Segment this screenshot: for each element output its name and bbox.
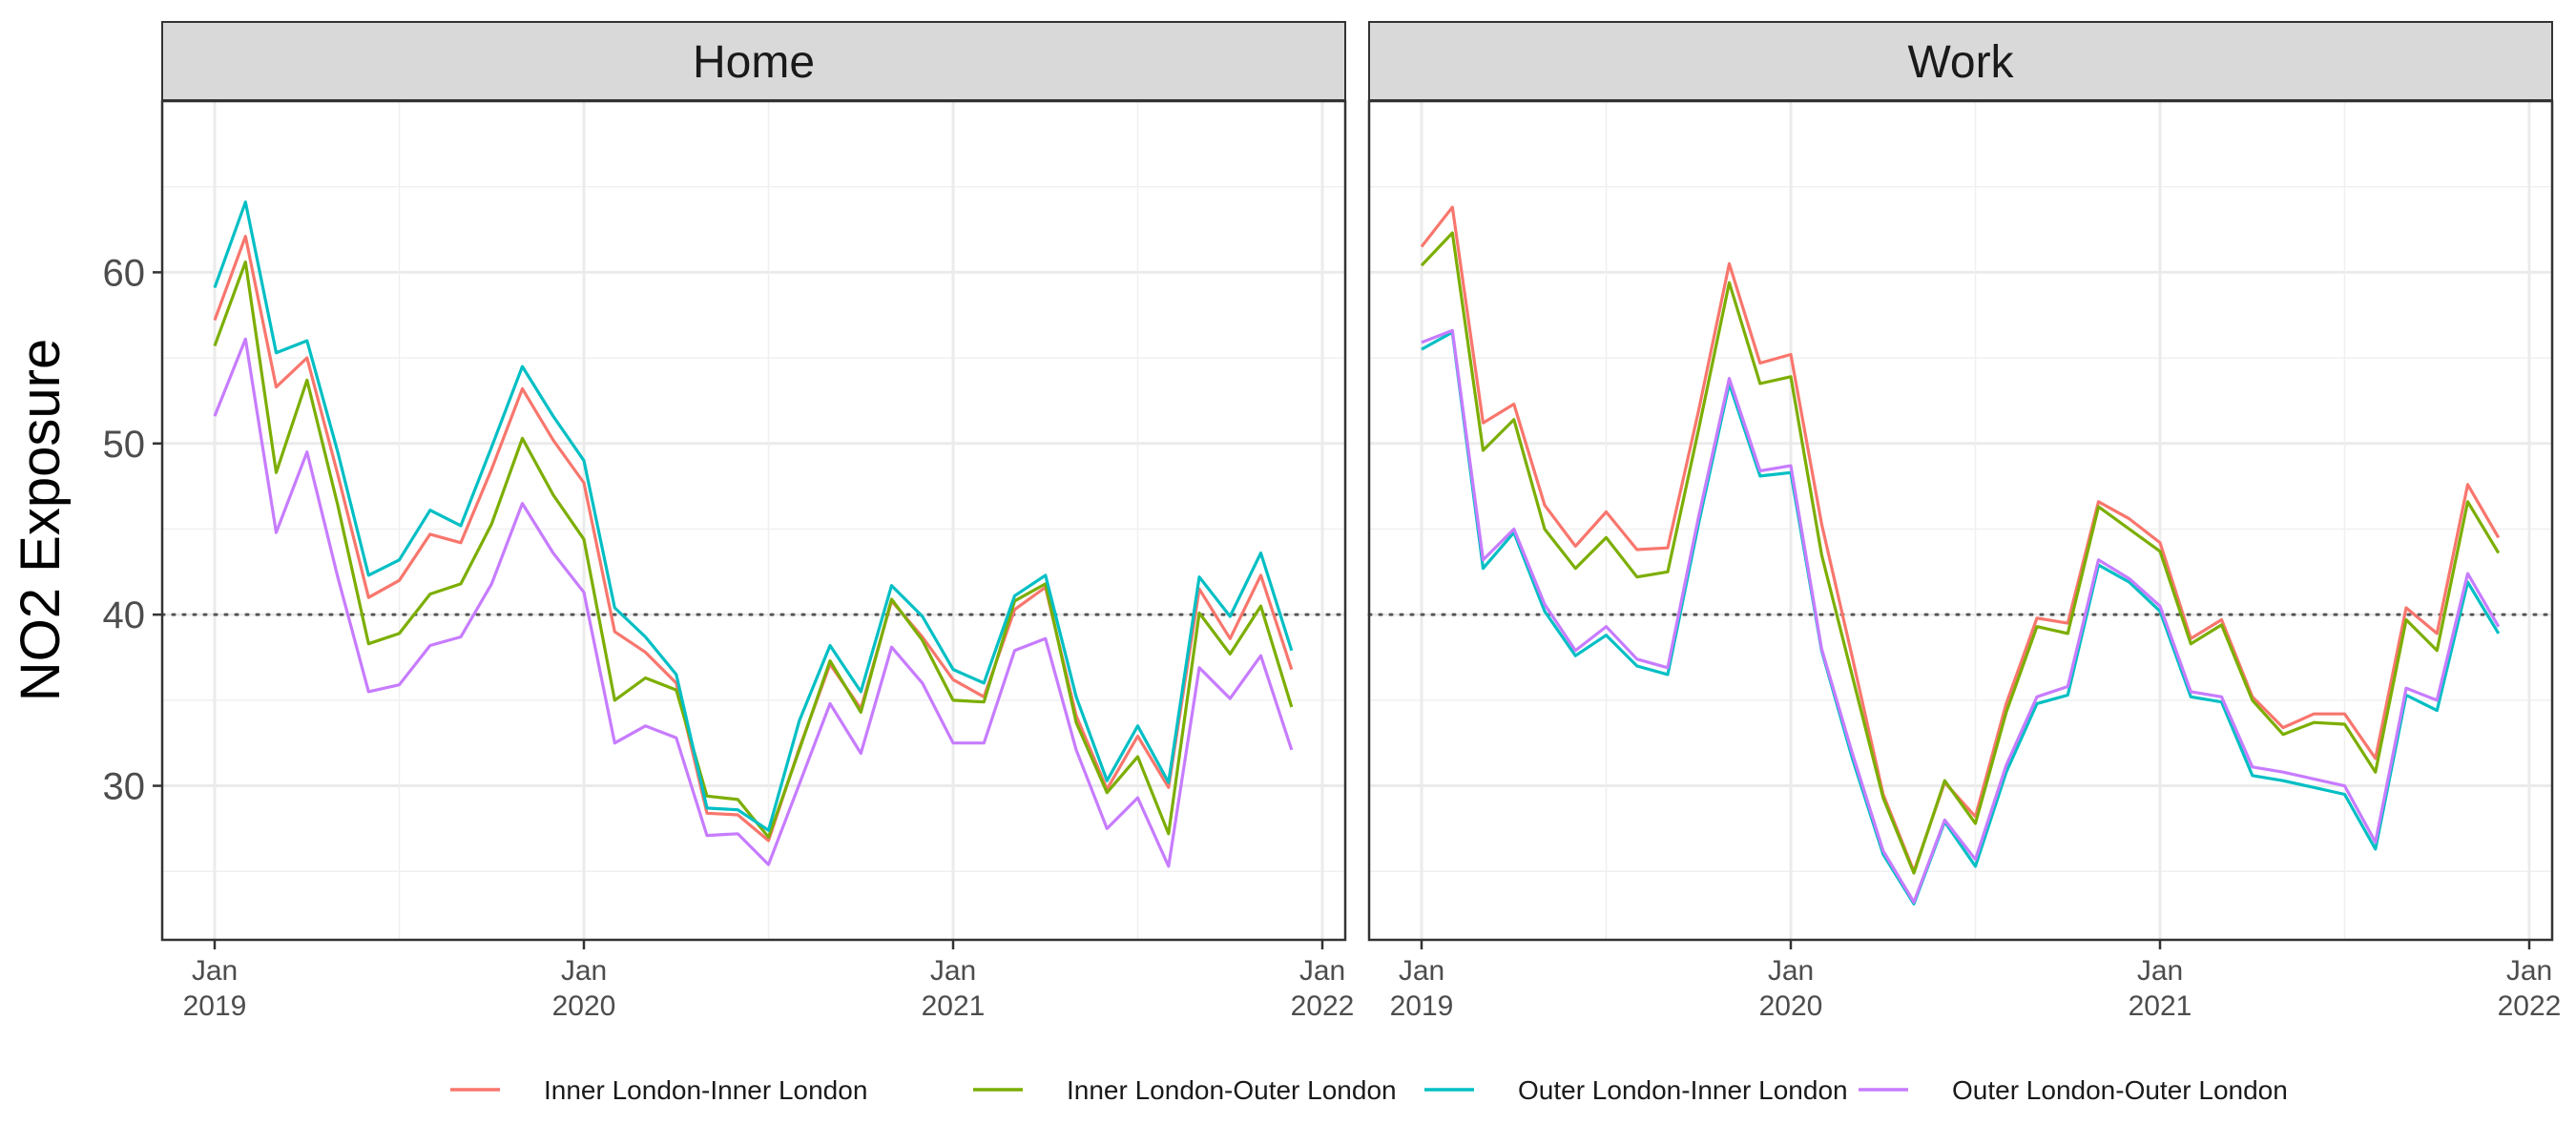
panel-border [1367, 99, 2554, 942]
x-tick-label: Jan [1768, 955, 1814, 987]
legend-label: Outer London-Inner London [1518, 1075, 1848, 1105]
x-tick-label: Jan [561, 955, 607, 987]
legend-label: Outer London-Outer London [1952, 1075, 2288, 1105]
facet-strip-title: Work [1907, 37, 2014, 88]
x-tick-label: 2022 [2498, 990, 2562, 1022]
series-line [1420, 231, 2501, 875]
legend: Inner London-Inner London Inner London-Ou… [450, 1075, 2288, 1105]
facet-strip [161, 21, 1346, 101]
x-tick-label: Jan [1299, 955, 1345, 987]
series-line [213, 337, 1294, 868]
legend-label: Inner London-Inner London [544, 1075, 867, 1105]
plot-background [162, 101, 1345, 940]
x-tick-label: Jan [930, 955, 976, 987]
y-tick-label: 50 [103, 424, 146, 466]
gridlines [162, 101, 1345, 940]
y-tick-label: 30 [103, 766, 146, 808]
y-tick-label: 40 [103, 594, 146, 636]
legend-item: Inner London-Outer London [973, 1075, 1397, 1105]
series-line [1421, 328, 2501, 905]
panel-border [160, 99, 1347, 942]
legend-item: Outer London-Outer London [1859, 1075, 2288, 1105]
x-tick-label: 2021 [922, 990, 986, 1022]
legend-label: Inner London-Outer London [1067, 1075, 1397, 1105]
legend-item: Outer London-Inner London [1424, 1075, 1848, 1105]
series-line [213, 200, 1294, 832]
x-tick-label: Jan [2137, 955, 2183, 987]
x-tick-label: Jan [1399, 955, 1444, 987]
y-axis-title: NO2 Exposure [10, 339, 72, 701]
x-tick-label: 2020 [1759, 990, 1823, 1022]
x-tick-label: 2019 [1390, 990, 1454, 1022]
series-line [213, 235, 1294, 843]
facet-panels: Home Work [160, 21, 2554, 942]
y-tick-label: 60 [103, 252, 146, 294]
facet-strip-title: Home [693, 37, 815, 88]
panel-home: Home [160, 21, 1347, 942]
x-tick-label: 2020 [552, 990, 616, 1022]
x-tick-label: Jan [192, 955, 238, 987]
panel-work: Work [1367, 21, 2554, 942]
gridlines [1369, 101, 2552, 940]
legend-item: Inner London-Inner London [450, 1075, 867, 1105]
x-axes: Jan2019Jan2020Jan2021Jan2022Jan2019Jan20… [183, 940, 2562, 1022]
x-tick-label: 2021 [2129, 990, 2192, 1022]
y-axis: 30 40 50 60 [103, 252, 162, 808]
facet-strip [1368, 21, 2553, 101]
series-line [1421, 330, 2501, 906]
x-tick-label: 2022 [1291, 990, 1355, 1022]
x-tick-label: Jan [2506, 955, 2552, 987]
x-tick-label: 2019 [183, 990, 247, 1022]
plot-background [1369, 101, 2552, 940]
